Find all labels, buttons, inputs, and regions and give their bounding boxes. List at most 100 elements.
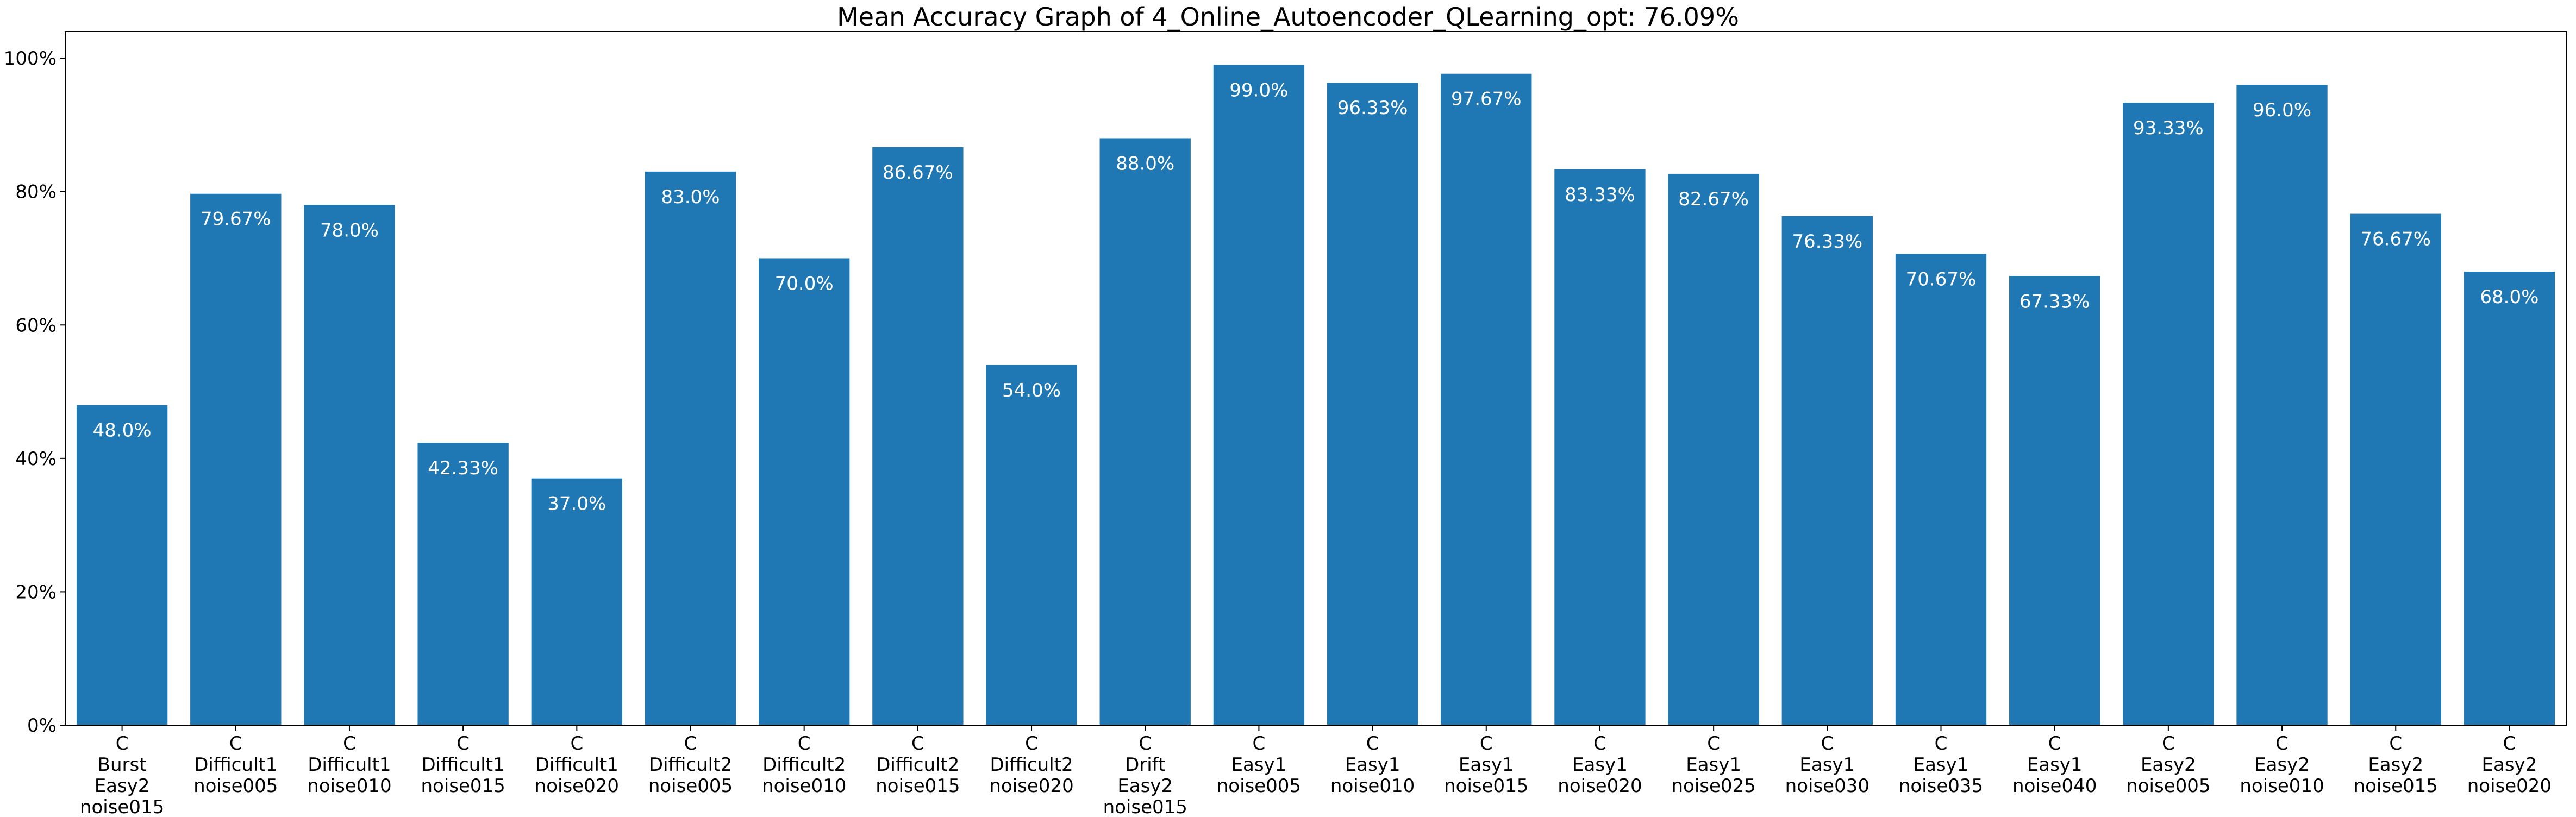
bar-value-label: 88.0% — [1116, 153, 1174, 174]
bar-value-label: 68.0% — [2480, 286, 2539, 308]
bar-value-label: 86.67% — [883, 162, 953, 184]
y-tick-label: 60% — [15, 315, 57, 336]
x-tick-label-line: Easy2 — [95, 775, 150, 797]
x-tick-label-line: Easy2 — [2482, 754, 2537, 776]
x-tick-label-line: noise010 — [307, 775, 391, 797]
bar — [76, 405, 168, 725]
bar — [1327, 83, 1418, 726]
bar-value-label: 93.33% — [2133, 117, 2204, 139]
bar — [1668, 173, 1759, 725]
bar-value-label: 54.0% — [1002, 380, 1061, 401]
bar-value-label: 76.33% — [1792, 231, 1862, 253]
x-tick-label-line: noise020 — [989, 775, 1073, 797]
x-tick-label-line: Difficult1 — [422, 754, 505, 776]
plot-frame — [65, 31, 2567, 726]
x-tick-label-line: C — [1480, 733, 1493, 755]
bar — [759, 258, 850, 725]
bar-value-label: 96.0% — [2253, 99, 2311, 121]
x-tick-label-line: noise015 — [876, 775, 960, 797]
bar — [417, 443, 509, 725]
x-tick-label-line: noise035 — [1899, 775, 1983, 797]
x-tick-label-line: Easy1 — [1686, 754, 1741, 776]
bar — [1781, 216, 1873, 725]
x-tick-label: C Drift Easy2 noise015 — [1103, 733, 1187, 815]
x-tick-label-line: noise005 — [648, 775, 733, 797]
x-tick-label: C Easy1 noise035 — [1899, 733, 1983, 797]
x-tick-label-line: C — [2048, 733, 2061, 755]
x-tick-label-line: C — [1025, 733, 1038, 755]
bar — [2123, 103, 2214, 726]
bar-value-label: 83.0% — [661, 186, 720, 208]
x-tick-label-line: noise015 — [1103, 796, 1187, 815]
bar — [986, 364, 1077, 725]
y-tick-label: 20% — [15, 581, 57, 603]
y-tick-label: 40% — [15, 448, 57, 470]
x-tick-label: C Easy1 noise015 — [1444, 733, 1528, 797]
bar-value-label: 76.67% — [2360, 229, 2431, 250]
x-tick-label-line: Drift — [1125, 754, 1165, 776]
bar-value-label: 97.67% — [1451, 89, 1522, 110]
x-tick-label: C Easy2 noise015 — [2354, 733, 2438, 797]
x-tick-label-line: noise005 — [193, 775, 278, 797]
x-tick-label-line: Difficult1 — [308, 754, 391, 776]
bar — [2350, 213, 2441, 725]
x-tick-label-line: Burst — [98, 754, 147, 776]
x-tick-label-line: noise010 — [762, 775, 846, 797]
x-tick-label-line: C — [2503, 733, 2516, 755]
x-tick-label-line: noise020 — [2467, 775, 2552, 797]
x-tick-label: C Difficult1 noise020 — [535, 733, 619, 797]
chart-title: Mean Accuracy Graph of 4_Online_Autoenco… — [837, 2, 1739, 32]
x-tick-label-line: noise010 — [2240, 775, 2324, 797]
bar — [2236, 85, 2328, 726]
bar-value-label: 37.0% — [547, 493, 606, 515]
x-tick-label: C Difficult2 noise020 — [989, 733, 1073, 797]
x-tick-label: C Easy2 noise005 — [2126, 733, 2210, 797]
bar — [645, 171, 736, 725]
x-tick-label-line: C — [1366, 733, 1379, 755]
bar-value-label: 48.0% — [93, 420, 152, 442]
x-tick-label-line: C — [2162, 733, 2175, 755]
x-tick-label: C Burst Easy2 noise015 — [80, 733, 164, 815]
bar-value-label: 67.33% — [2019, 291, 2090, 312]
x-tick-label: C Difficult2 noise005 — [648, 733, 733, 797]
x-tick-label-line: C — [2389, 733, 2402, 755]
x-tick-label-line: noise030 — [1785, 775, 1870, 797]
bar-value-label: 42.33% — [428, 457, 498, 479]
bar-value-label: 96.33% — [1337, 97, 1408, 119]
x-tick-label: C Easy1 noise020 — [1558, 733, 1642, 797]
x-tick-label-line: Easy2 — [2254, 754, 2310, 776]
x-tick-label-line: C — [1139, 733, 1152, 755]
x-tick-label: C Easy1 noise030 — [1785, 733, 1870, 797]
x-tick-label-line: noise015 — [421, 775, 505, 797]
bar-value-label: 78.0% — [320, 219, 379, 241]
x-tick-label-line: noise015 — [80, 796, 164, 815]
y-tick-label: 100% — [4, 48, 57, 70]
bar-value-label: 70.0% — [775, 273, 834, 294]
x-tick-label-line: Difficult1 — [535, 754, 618, 776]
x-tick-label: C Easy1 noise025 — [1671, 733, 1755, 797]
x-tick-label: C Difficult1 noise005 — [193, 733, 278, 797]
x-tick-label: C Difficult1 noise010 — [307, 733, 391, 797]
x-tick-label-line: Difficult1 — [194, 754, 277, 776]
x-tick-label-line: C — [1821, 733, 1834, 755]
x-tick-label: C Easy1 noise010 — [1330, 733, 1415, 797]
x-tick-label-line: Difficult2 — [762, 754, 846, 776]
x-tick-label-line: Difficult2 — [990, 754, 1073, 776]
x-tick-label-line: noise015 — [2354, 775, 2438, 797]
bar-value-label: 70.67% — [1906, 268, 1977, 290]
x-tick-label-line: C — [570, 733, 583, 755]
bars-layer — [76, 65, 2555, 726]
x-tick-label: C Easy1 noise040 — [2012, 733, 2097, 797]
y-axis: 0% 20% 40% 60% 80% 100% — [4, 48, 65, 737]
bar — [1895, 254, 1987, 726]
x-tick-label-line: Easy1 — [1799, 754, 1855, 776]
bar — [1213, 65, 1305, 725]
bar-value-label: 82.67% — [1678, 188, 1749, 210]
x-tick-label-line: C — [684, 733, 697, 755]
bar-value-label: 83.33% — [1565, 184, 1635, 206]
x-tick-label-line: Easy1 — [1231, 754, 1287, 776]
x-tick-label-line: noise040 — [2012, 775, 2097, 797]
